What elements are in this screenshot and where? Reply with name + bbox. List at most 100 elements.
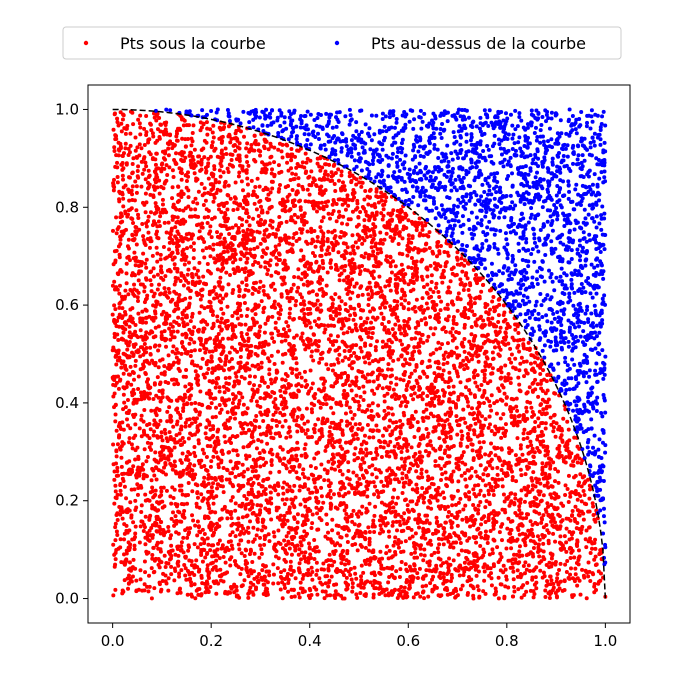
point-under-curve [362,390,367,395]
point-under-curve [152,429,157,434]
point-under-curve [368,187,373,192]
point-under-curve [210,130,215,135]
point-under-curve [169,572,174,577]
point-under-curve [233,394,238,399]
point-under-curve [117,283,122,288]
point-under-curve [352,266,357,271]
point-under-curve [390,217,395,222]
point-under-curve [402,329,407,334]
point-under-curve [144,459,149,464]
point-under-curve [387,466,392,471]
point-under-curve [303,347,308,352]
point-under-curve [253,312,258,317]
point-under-curve [338,400,343,405]
point-under-curve [144,265,149,270]
point-under-curve [151,219,156,224]
point-under-curve [314,292,319,297]
point-under-curve [422,547,427,552]
point-under-curve [462,471,467,476]
point-under-curve [289,166,294,171]
point-under-curve [289,146,294,151]
point-under-curve [458,496,463,501]
point-under-curve [299,230,304,235]
point-under-curve [580,567,585,572]
point-under-curve [298,540,303,545]
point-under-curve [438,570,443,575]
point-under-curve [143,372,148,377]
point-under-curve [479,289,484,294]
point-under-curve [363,341,368,346]
point-under-curve [202,255,207,260]
point-under-curve [436,290,441,295]
point-under-curve [468,391,473,396]
point-under-curve [133,433,138,438]
point-under-curve [179,519,184,524]
point-under-curve [342,340,347,345]
point-under-curve [192,348,197,353]
point-under-curve [276,492,281,497]
point-under-curve [447,414,452,419]
point-under-curve [528,503,533,508]
point-under-curve [144,164,149,169]
point-under-curve [141,528,146,533]
point-under-curve [560,518,565,523]
point-under-curve [504,395,509,400]
point-under-curve [390,500,395,505]
point-under-curve [159,333,164,338]
point-under-curve [378,549,383,554]
point-under-curve [546,504,551,509]
point-under-curve [324,283,329,288]
point-under-curve [425,274,430,279]
point-under-curve [235,316,240,321]
point-under-curve [170,146,175,151]
point-under-curve [177,292,182,297]
point-under-curve [249,476,254,481]
point-under-curve [422,596,427,601]
point-under-curve [124,271,129,276]
point-under-curve [548,574,553,579]
point-under-curve [318,302,323,307]
point-under-curve [334,400,339,405]
point-under-curve [142,126,147,131]
point-under-curve [161,277,166,282]
point-under-curve [254,533,259,538]
point-under-curve [485,356,490,361]
point-under-curve [425,513,430,518]
point-under-curve [151,397,156,402]
point-under-curve [365,494,370,499]
point-under-curve [320,258,325,263]
point-under-curve [212,167,217,172]
point-under-curve [588,487,593,492]
point-under-curve [469,442,474,447]
point-under-curve [553,434,558,439]
point-under-curve [147,573,152,578]
point-under-curve [481,589,486,594]
point-under-curve [226,243,231,248]
point-under-curve [450,326,455,331]
point-under-curve [451,390,456,395]
point-under-curve [388,254,393,259]
point-under-curve [459,429,464,434]
point-under-curve [355,436,360,441]
point-under-curve [223,376,228,381]
point-under-curve [182,508,187,513]
point-under-curve [597,552,602,557]
point-under-curve [167,405,172,410]
point-under-curve [451,384,456,389]
point-under-curve [320,189,325,194]
point-under-curve [330,368,335,373]
point-under-curve [187,417,192,422]
point-under-curve [445,302,450,307]
point-under-curve [313,244,318,249]
point-under-curve [319,462,324,467]
point-under-curve [246,336,251,341]
point-under-curve [214,405,219,410]
point-under-curve [303,442,308,447]
point-under-curve [277,242,282,247]
point-under-curve [172,578,177,583]
point-under-curve [359,349,364,354]
point-under-curve [569,566,573,571]
point-under-curve [266,295,271,300]
point-under-curve [152,586,157,591]
point-under-curve [223,421,228,426]
